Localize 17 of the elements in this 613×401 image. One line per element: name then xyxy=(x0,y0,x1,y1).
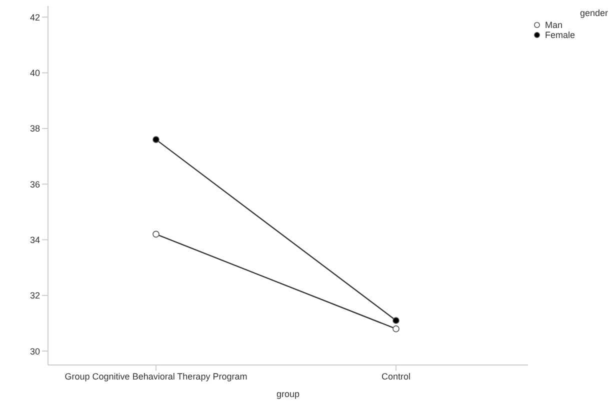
x-axis-title: group xyxy=(276,389,300,399)
point xyxy=(152,136,160,143)
point xyxy=(392,325,400,332)
legend-label: Man xyxy=(545,20,563,30)
x-tick-label: Group Cognitive Behavioral Therapy Program xyxy=(64,371,248,382)
y-tick-label: 36 xyxy=(30,179,40,190)
point xyxy=(392,317,400,324)
y-tick-label: 42 xyxy=(30,12,40,22)
y-tick-label: 32 xyxy=(30,290,40,301)
y-tick-label: 34 xyxy=(30,234,40,245)
x-tick-label: Control xyxy=(381,371,411,382)
legend-label: Female xyxy=(545,30,576,40)
point xyxy=(152,230,160,238)
legend-title: gender xyxy=(578,8,608,18)
y-tick-label: 30 xyxy=(30,346,40,356)
y-tick-label: 40 xyxy=(30,68,40,78)
y-tick-label: 38 xyxy=(30,124,40,134)
